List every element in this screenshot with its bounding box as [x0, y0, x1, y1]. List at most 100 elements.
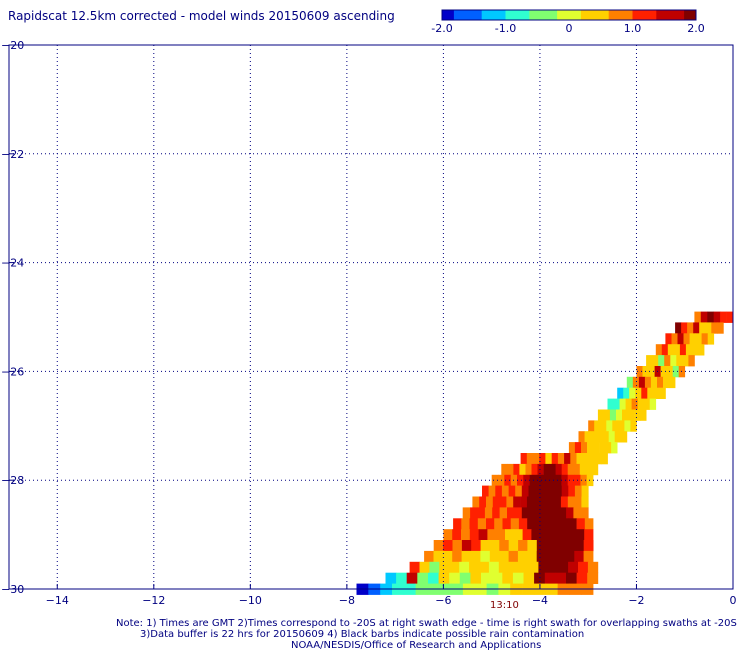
heatmap-cell	[594, 420, 601, 432]
colorbar-segment	[473, 10, 479, 20]
heatmap-cell	[692, 344, 699, 356]
colorbar-segment	[509, 10, 514, 20]
x-tick-label: −2	[628, 594, 644, 607]
colorbar-segment	[521, 10, 526, 20]
colorbar-segment	[636, 10, 641, 20]
heatmap-cell	[419, 561, 430, 574]
heatmap-cell	[597, 409, 605, 421]
heatmap-cell	[547, 496, 555, 508]
heatmap-cell	[520, 453, 528, 465]
heatmap-cell	[513, 496, 521, 508]
colorbar-segment	[628, 10, 633, 20]
heatmap-cell	[640, 409, 647, 421]
heatmap-cell	[620, 431, 628, 443]
heatmap-cell	[396, 572, 408, 584]
heatmap-cell	[548, 485, 556, 497]
heatmap-cell	[501, 485, 509, 497]
heatmap-cell	[670, 355, 677, 367]
heatmap-cell	[452, 529, 462, 541]
heatmap-cell	[593, 442, 600, 454]
heatmap-cell	[576, 518, 586, 530]
heatmap-cell	[459, 572, 471, 584]
heatmap-cell	[717, 322, 724, 334]
heatmap-cell	[653, 387, 660, 399]
heatmap-cell	[566, 572, 577, 584]
heatmap-cell	[546, 550, 556, 563]
heatmap-cell	[624, 420, 631, 432]
heatmap-cell	[536, 474, 543, 487]
heatmap-cell	[701, 333, 708, 345]
heatmap-cell	[471, 540, 481, 552]
heatmap-cell	[687, 322, 694, 334]
heatmap-cell	[555, 463, 562, 476]
heatmap-cell	[470, 572, 482, 584]
heatmap-cell	[546, 540, 556, 552]
heatmap-cell	[641, 387, 648, 399]
colorbar-segment	[573, 10, 578, 20]
heatmap-cell	[581, 442, 588, 454]
heatmap-cell	[573, 507, 582, 519]
heatmap-cell	[591, 463, 599, 476]
heatmap-cell	[625, 398, 632, 410]
heatmap-cell	[527, 550, 538, 563]
heatmap-cell	[527, 518, 536, 530]
colorbar-tick-label: -1.0	[495, 22, 516, 35]
note-line-2: 3)Data buffer is 22 hrs for 20150609 4) …	[140, 629, 585, 640]
heatmap-cell	[602, 431, 610, 443]
colorbar-segment	[446, 10, 451, 20]
heatmap-cell	[510, 474, 518, 487]
heatmap-cell	[561, 463, 569, 476]
heatmap-cell	[540, 496, 548, 508]
heatmap-cell	[667, 344, 675, 356]
heatmap-cell	[551, 453, 559, 465]
heatmap-cell	[499, 550, 509, 563]
heatmap-cell	[510, 518, 520, 530]
heatmap-cell	[588, 453, 596, 465]
heatmap-cell	[461, 550, 472, 563]
heatmap-cell	[570, 453, 577, 465]
heatmap-cell	[567, 474, 575, 487]
grid-lines	[9, 44, 733, 590]
heatmap-cell	[484, 507, 493, 519]
x-tick-label: −10	[239, 594, 262, 607]
heatmap-cell	[539, 453, 546, 465]
colorbar-segment	[481, 10, 487, 20]
heatmap-cell	[433, 550, 444, 563]
heatmap-cell	[507, 507, 515, 519]
heatmap-cell	[526, 453, 534, 465]
heatmap-cell	[635, 387, 642, 399]
heatmap-cell	[502, 572, 514, 584]
colorbar-segment	[624, 10, 630, 20]
heatmap-cell	[453, 518, 462, 530]
x-tick-label: −14	[46, 594, 69, 607]
heatmap-cell	[574, 442, 582, 454]
heatmap-cell	[700, 311, 708, 323]
heatmap-cell	[487, 529, 497, 541]
colorbar-segment	[537, 10, 542, 20]
heatmap-cell	[675, 322, 682, 334]
heatmap-cell	[488, 485, 496, 497]
heatmap-cell	[583, 540, 594, 552]
heatmap-cell	[531, 463, 538, 476]
heatmap-cell	[439, 561, 450, 574]
heatmap-cell	[611, 442, 618, 454]
heatmap-cell	[560, 496, 569, 508]
x-tick-label: −12	[142, 594, 165, 607]
heatmap-cell	[535, 485, 543, 497]
chart-title: Rapidscat 12.5km corrected - model winds…	[8, 9, 395, 23]
heatmap-cell	[707, 333, 715, 345]
colorbar-segment	[465, 10, 471, 20]
heatmap-cell	[560, 518, 569, 530]
heatmap-cell	[531, 529, 541, 541]
heatmap-cell	[429, 561, 440, 574]
colorbar-segment	[672, 10, 677, 20]
heatmap-cell	[508, 540, 519, 552]
heatmap-cell	[699, 322, 706, 334]
colorbar-tick-label: 0	[566, 22, 573, 35]
colorbar-segment	[596, 10, 602, 20]
heatmap-cell	[535, 518, 544, 530]
colorbar-segment	[469, 10, 475, 20]
heatmap-cell	[659, 387, 666, 399]
heatmap-cell	[514, 507, 523, 519]
x-tick-label: −4	[532, 594, 548, 607]
